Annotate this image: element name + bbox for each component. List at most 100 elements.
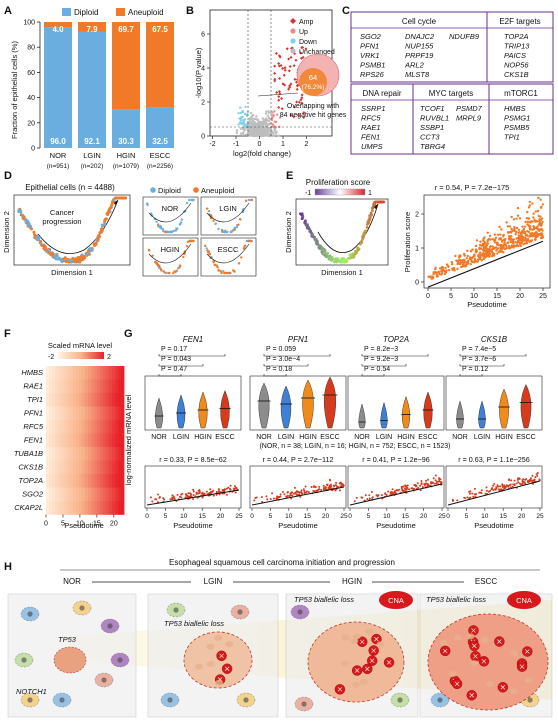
heat-cell xyxy=(73,366,77,380)
traj-point xyxy=(303,221,307,224)
heat-cell xyxy=(118,420,122,434)
scatter-point xyxy=(486,242,490,245)
traj-point xyxy=(162,270,165,273)
traj-point xyxy=(37,236,41,240)
heat-cell xyxy=(121,487,125,502)
scatter-point xyxy=(151,500,154,503)
scatter-point xyxy=(526,210,529,214)
amp-point xyxy=(288,65,292,69)
heat-cell xyxy=(109,460,113,475)
heat-cell xyxy=(94,501,98,515)
x-tick-label: 15 xyxy=(304,513,312,520)
amp-point xyxy=(302,116,306,120)
scatter-point xyxy=(491,245,495,248)
heat-cell xyxy=(76,393,80,407)
heat-cell xyxy=(103,460,107,475)
x-axis-label: Pseudotime xyxy=(278,521,318,530)
scatter-point xyxy=(538,478,541,481)
scatter-point xyxy=(333,485,336,488)
scatter-point xyxy=(529,232,533,236)
amp-point xyxy=(273,64,277,68)
amp-point xyxy=(300,96,304,100)
x-tick-label: 10 xyxy=(76,521,84,528)
cell-nucleus xyxy=(237,609,243,615)
cell xyxy=(510,650,519,657)
scatter-point xyxy=(433,482,436,485)
traj-point xyxy=(26,223,30,227)
x-tick-label: 15 xyxy=(500,513,508,520)
traj-point xyxy=(364,229,368,233)
traj-point xyxy=(207,251,210,254)
gene-name: TOP2A xyxy=(504,32,528,41)
panel-e-scatter-ylabel: Proliferation score xyxy=(403,212,412,272)
scatter-point xyxy=(523,231,527,235)
gene-name: PSMB1 xyxy=(360,61,385,70)
amp-point xyxy=(292,115,296,119)
heat-cell xyxy=(115,474,119,488)
volcano-point xyxy=(247,127,251,130)
gene-label: RFC5 xyxy=(23,422,43,431)
cell-nucleus xyxy=(27,697,33,703)
volcano-point xyxy=(245,114,249,118)
scatter-point xyxy=(519,244,523,248)
scatter-point xyxy=(289,492,292,495)
scatter-point xyxy=(463,497,466,500)
scatter-point xyxy=(440,269,443,273)
amp-point xyxy=(300,101,304,105)
heat-cell xyxy=(94,447,98,461)
amp-point xyxy=(277,90,281,94)
scatter-point xyxy=(493,482,496,485)
heat-cell xyxy=(121,366,125,380)
stage-label: ESCC xyxy=(475,577,497,586)
heat-cell xyxy=(94,406,98,421)
scatter-point xyxy=(538,233,542,237)
traj-point xyxy=(300,217,304,221)
traj-point xyxy=(53,253,57,257)
traj-point xyxy=(110,203,114,207)
scatter-point xyxy=(539,228,543,231)
volcano-point xyxy=(244,105,247,109)
heat-cell xyxy=(106,487,110,502)
scatter-point xyxy=(521,231,525,234)
volcano-point xyxy=(273,129,276,132)
scatter-point xyxy=(485,486,488,489)
scatter-point xyxy=(440,267,443,271)
heat-cell xyxy=(79,379,83,394)
volcano-point xyxy=(252,133,255,137)
amp-point xyxy=(289,113,293,117)
scatter-point xyxy=(320,488,323,491)
heat-cell xyxy=(70,474,74,488)
cell-nucleus xyxy=(27,611,33,617)
heat-cell xyxy=(106,393,110,407)
traj-point xyxy=(240,256,243,259)
x-tick-label: 5 xyxy=(449,293,453,300)
scatter-point xyxy=(526,220,530,223)
bar-label-diploid: 32.5 xyxy=(152,137,168,146)
scatter-point xyxy=(432,272,435,276)
traj-point xyxy=(323,253,326,257)
heat-cell xyxy=(100,433,104,448)
cell xyxy=(351,681,360,688)
scatter-point xyxy=(328,485,331,488)
traj-point xyxy=(315,240,319,244)
gene-title: TOP2A xyxy=(383,335,409,344)
heat-cell xyxy=(58,420,62,434)
heat-cell xyxy=(103,406,107,421)
scatter-point xyxy=(181,492,184,495)
scatter-point xyxy=(527,480,530,483)
bar-diploid xyxy=(44,27,72,148)
gene-name: SSRP1 xyxy=(361,104,386,113)
traj-point xyxy=(369,215,372,219)
regression-line xyxy=(427,240,544,288)
scatter-point xyxy=(505,221,508,224)
bar-diploid xyxy=(112,109,140,148)
gene-label: SGO2 xyxy=(22,490,44,499)
p-bracket xyxy=(459,364,505,367)
traj-point xyxy=(345,259,348,263)
scatter-point xyxy=(472,495,475,498)
heat-cell xyxy=(52,379,56,394)
gene-name: MLST8 xyxy=(405,70,430,79)
bar-label-aneuploid: 67.5 xyxy=(152,25,168,34)
scatter-point xyxy=(339,485,342,488)
scatter-point xyxy=(521,482,524,485)
